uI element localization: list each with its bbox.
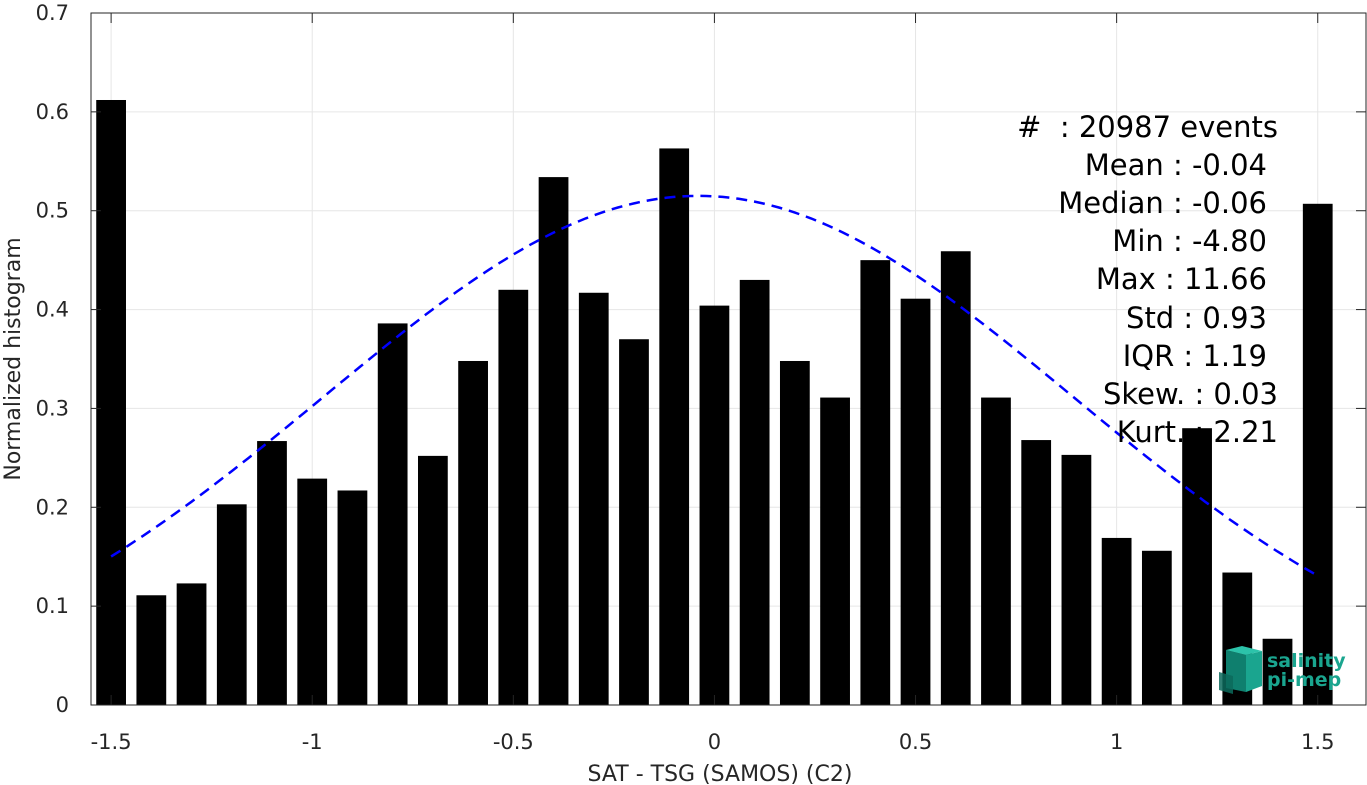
- histogram-bar: [699, 305, 730, 705]
- y-tick-label: 0.2: [36, 495, 69, 519]
- histogram-bar: [458, 360, 488, 705]
- histogram-bar: [1182, 428, 1212, 705]
- stats-mean: Mean : -0.04: [1085, 148, 1267, 182]
- stats-skew: Skew. : 0.03: [1103, 377, 1278, 411]
- histogram-bar: [498, 289, 529, 705]
- x-tick-label: 1.5: [1301, 730, 1334, 754]
- x-tick-label: -1: [302, 730, 323, 754]
- y-tick-label: 0.4: [36, 298, 69, 322]
- x-tick-label: 1: [1110, 730, 1123, 754]
- stats-count: # : 20987 events: [1017, 110, 1278, 144]
- stats-box: # : 20987 events Mean : -0.04 Median : -…: [1017, 110, 1278, 449]
- histogram-bar: [900, 298, 931, 705]
- histogram-bar: [981, 397, 1011, 705]
- stats-kurt: Kurt. : 2.21: [1117, 415, 1278, 449]
- histogram-bar: [1302, 203, 1333, 705]
- y-tick-label: 0.3: [36, 396, 69, 420]
- histogram-bar: [578, 292, 609, 705]
- y-tick-label: 0: [56, 693, 69, 717]
- stats-median: Median : -0.06: [1058, 186, 1267, 220]
- histogram-bar: [860, 260, 891, 705]
- histogram-bars: [96, 99, 1333, 706]
- histogram-bar: [538, 177, 569, 706]
- y-tick-labels: 0 0.1 0.2 0.3 0.4 0.5 0.6 0.7: [36, 1, 69, 717]
- stats-min: Min : -4.80: [1112, 224, 1267, 258]
- histogram-bar: [176, 583, 207, 705]
- x-tick-label: 0: [708, 730, 721, 754]
- stats-max: Max : 11.66: [1096, 262, 1267, 296]
- logo-line1: salinity: [1267, 650, 1346, 672]
- histogram-bar: [337, 490, 368, 705]
- y-tick-label: 0.6: [36, 100, 69, 124]
- logo-cube-icon: [1219, 646, 1262, 694]
- x-tick-label: -0.5: [493, 730, 534, 754]
- x-tick-label: 0.5: [899, 730, 932, 754]
- histogram-bar: [1262, 638, 1293, 705]
- histogram-bar: [96, 99, 126, 706]
- gaussian-fit-curve: [110, 194, 1319, 577]
- histogram-bar: [739, 279, 770, 705]
- y-tick-label: 0.1: [36, 594, 69, 618]
- histogram-bar: [216, 504, 247, 705]
- plot-frame: [90, 12, 1367, 706]
- histogram-bar: [1141, 550, 1172, 705]
- axis-ticks: [91, 12, 1366, 706]
- x-tick-labels: -1.5 -1 -0.5 0 0.5 1 1.5: [91, 730, 1335, 754]
- y-axis-label: Normalized histogram: [1, 237, 26, 480]
- histogram-bar: [1021, 440, 1052, 705]
- stats-std: Std : 0.93: [1126, 301, 1267, 335]
- x-tick-label: -1.5: [91, 730, 132, 754]
- histogram-bar: [417, 455, 448, 705]
- histogram-bar: [940, 251, 971, 705]
- y-tick-label: 0.7: [36, 1, 69, 25]
- histogram-bar: [779, 360, 810, 705]
- histogram-bar: [297, 478, 328, 705]
- histogram-bar: [136, 595, 167, 705]
- histogram-bar: [820, 397, 850, 705]
- salinity-pimep-logo: salinity pi-mep: [1219, 646, 1346, 694]
- histogram-bar: [1101, 537, 1132, 705]
- histogram-bar: [377, 323, 408, 705]
- histogram-bar: [659, 148, 690, 706]
- x-axis-label: SAT - TSG (SAMOS) (C2): [588, 762, 853, 785]
- histogram-bar: [619, 339, 649, 705]
- logo-line2: pi-mep: [1267, 669, 1341, 691]
- histogram-bar: [1061, 454, 1092, 705]
- histogram-bar: [257, 441, 287, 705]
- stats-iqr: IQR : 1.19: [1123, 339, 1267, 373]
- y-tick-label: 0.5: [36, 199, 69, 223]
